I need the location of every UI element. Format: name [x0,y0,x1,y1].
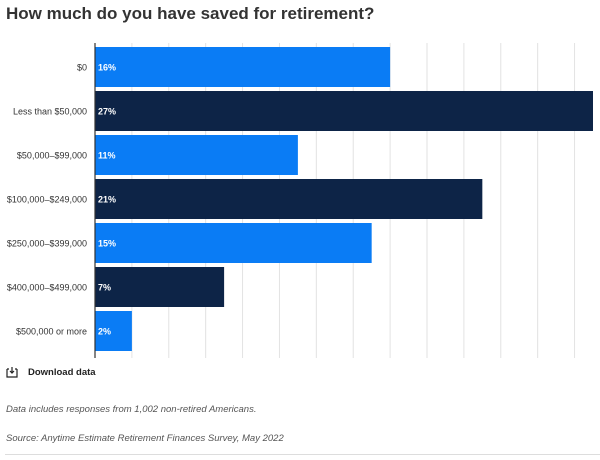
bar-chart: 16% $0 27% Less than $50,000 11% $50,000–$99,… [7,43,593,358]
data-label: 11% [98,151,116,161]
category-label: $500,000 or more [16,327,87,337]
category-label: $250,000–$399,000 [7,239,87,249]
category-label: $0 [77,63,87,73]
category-label: $100,000–$249,000 [7,195,87,205]
data-label: 27% [98,107,116,117]
data-label: 15% [98,239,116,249]
category-label: $400,000–$499,000 [7,283,87,293]
data-label: 2% [98,327,111,337]
download-icon [6,367,18,378]
data-label: 16% [98,63,116,73]
divider [5,454,600,455]
data-label: 21% [98,195,116,205]
bar [95,47,391,87]
bar [95,223,372,263]
data-label: 7% [98,283,111,293]
bar [95,179,483,219]
chart-title: How much do you have saved for retiremen… [6,4,375,23]
bar [95,135,298,175]
source-note: Source: Anytime Estimate Retirement Fina… [6,433,284,444]
category-label: $50,000–$99,000 [17,151,87,161]
bar [95,267,225,307]
bar [95,91,593,131]
category-label: Less than $50,000 [13,107,87,117]
bar [95,311,132,351]
download-data-button[interactable]: Download data [6,366,96,378]
download-label: Download data [28,366,96,378]
data-note: Data includes responses from 1,002 non-r… [6,404,257,415]
